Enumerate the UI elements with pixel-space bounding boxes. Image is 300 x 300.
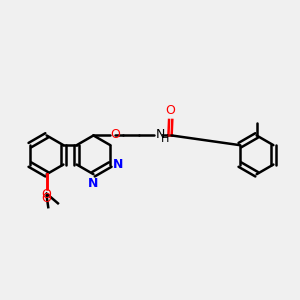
Text: N: N [112,158,123,171]
Text: O: O [42,192,52,205]
Text: O: O [111,128,121,141]
Text: N: N [88,178,99,190]
Text: H: H [161,134,170,144]
Text: O: O [41,188,51,201]
Text: O: O [165,104,175,117]
Text: N: N [155,128,165,141]
